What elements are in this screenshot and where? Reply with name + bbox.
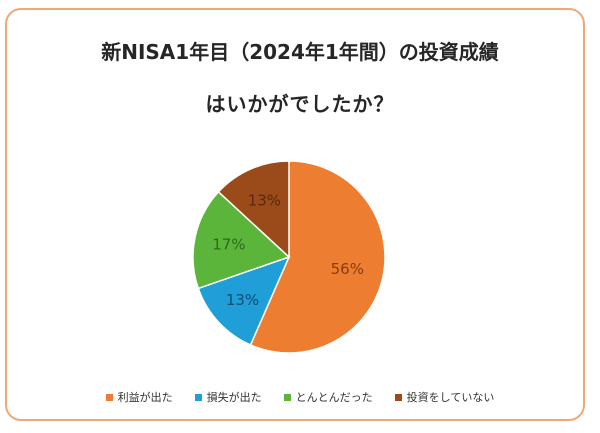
pie-label-breakeven: 17% bbox=[212, 235, 245, 253]
legend-label-not-investing: 投資をしていない bbox=[406, 391, 495, 404]
legend-item-breakeven: とんとんだった bbox=[283, 389, 373, 405]
legend-item-loss: 損失が出た bbox=[194, 389, 262, 405]
pie-label-loss: 13% bbox=[226, 291, 259, 309]
pie-slice-not-investing bbox=[217, 160, 290, 259]
legend-item-not-investing: 投資をしていない bbox=[394, 389, 495, 405]
legend-swatch-breakeven bbox=[283, 393, 291, 401]
legend-label-profit: 利益が出た bbox=[117, 391, 173, 404]
chart-title-line-1: 新NISA1年目（2024年1年間）の投資成績 bbox=[101, 40, 499, 64]
legend-label-breakeven: とんとんだった bbox=[295, 391, 373, 404]
pie-slice-profit bbox=[249, 160, 386, 354]
pie-label-not-investing: 13% bbox=[248, 192, 281, 210]
legend-swatch-not-investing bbox=[394, 393, 402, 401]
legend-item-profit: 利益が出た bbox=[105, 389, 173, 405]
chart-title-line-2: はいかがでしたか？ bbox=[205, 92, 395, 116]
legend-swatch-loss bbox=[194, 393, 202, 401]
legend: 利益が出た 損失が出た とんとんだった 投資をしていない bbox=[0, 389, 600, 405]
pie-label-profit: 56% bbox=[331, 260, 364, 278]
legend-swatch-profit bbox=[105, 393, 113, 401]
pie-slice-breakeven bbox=[192, 190, 291, 290]
pie-slice-loss bbox=[197, 255, 291, 346]
legend-label-loss: 損失が出た bbox=[206, 391, 262, 404]
